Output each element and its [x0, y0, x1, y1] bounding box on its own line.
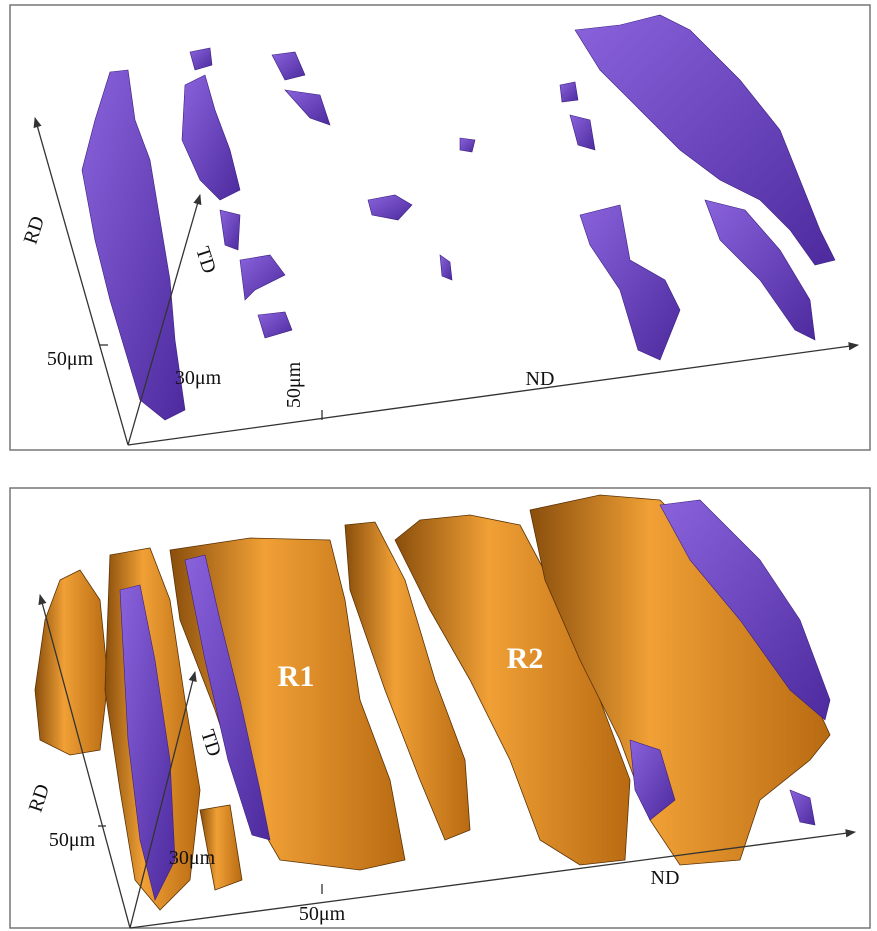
- panel-top: RD TD ND 50μm 30μm 50μm: [10, 5, 870, 450]
- axis-label: ND: [526, 368, 555, 390]
- scale-label: 30μm: [169, 847, 216, 869]
- scale-label: 50μm: [299, 903, 346, 925]
- figure: RD TD ND 50μm 30μm 50μm RD TD ND 50μm 30…: [0, 0, 877, 931]
- grain: [460, 138, 475, 152]
- scale-label: 50μm: [283, 361, 305, 408]
- scale-label: 50μm: [47, 348, 94, 370]
- grain: [560, 82, 578, 102]
- region-label: R2: [507, 642, 544, 675]
- scale-label: 50μm: [49, 829, 96, 851]
- panel-bottom: RD TD ND 50μm 30μm 50μm R1 R2: [10, 488, 870, 928]
- region-label: R1: [278, 660, 315, 693]
- axis-label: ND: [651, 867, 680, 889]
- scale-label: 30μm: [175, 367, 222, 389]
